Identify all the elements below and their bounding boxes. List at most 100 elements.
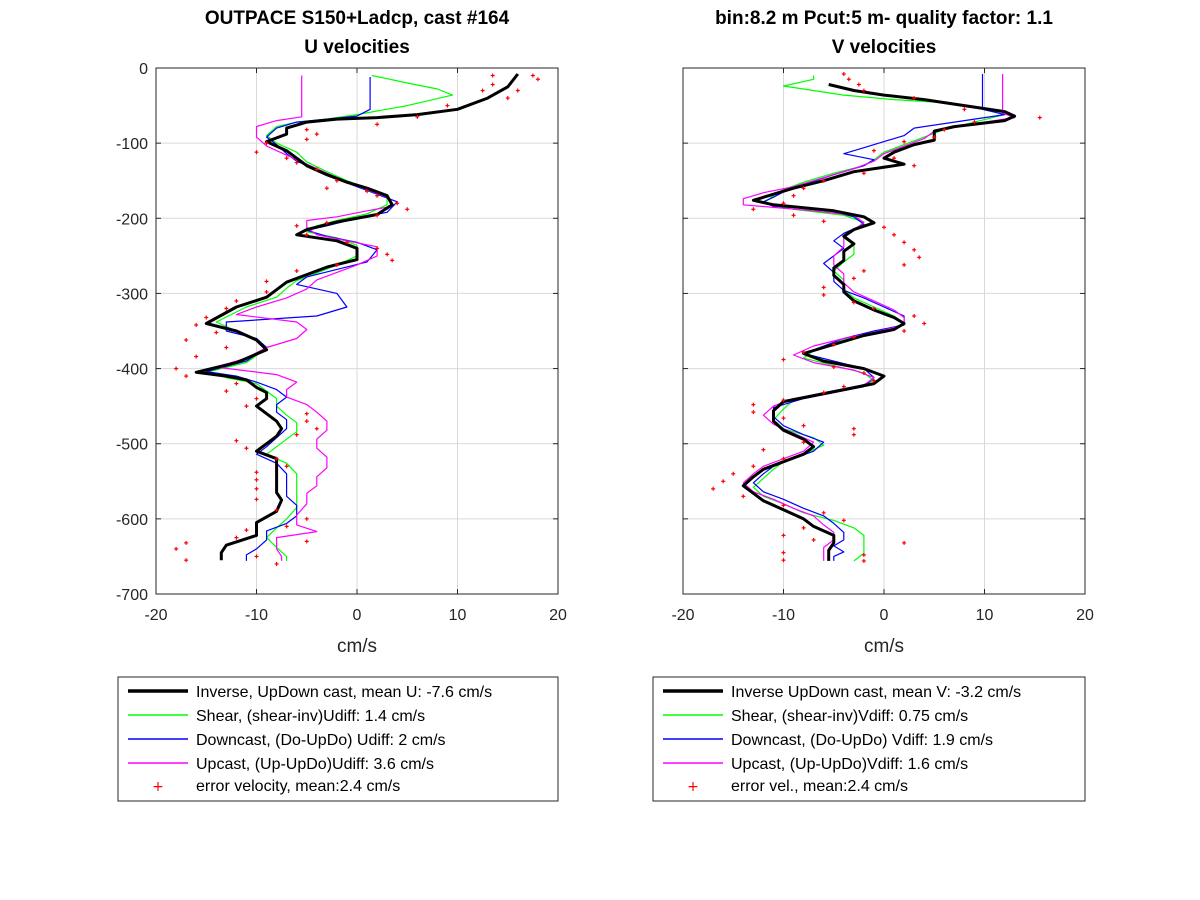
v-error-point-45 [821,390,826,395]
u-error-point-55 [244,446,249,451]
u-error-point-69 [174,546,179,551]
u-ytick-label-1: -100 [116,136,148,153]
u-error-point-5 [515,88,520,93]
v-error-point-20 [791,213,796,218]
v-error-point-29 [851,276,856,281]
v-error-point-67 [902,540,907,545]
u-ytick-label-3: -300 [116,286,148,303]
u-error-point-61 [254,497,259,502]
u-error-point-13 [264,141,269,146]
v-series-inverse [741,83,1017,561]
v-error-point-47 [751,402,756,407]
u-error-point-22 [395,201,400,206]
v-error-point-53 [801,440,806,445]
u-error-point-34 [264,279,269,284]
v-error-point-24 [902,240,907,245]
u-error-point-47 [224,389,229,394]
u-error-point-32 [334,262,339,267]
u-ticks: -20 -10 0 10 200-100-200-300-400-500-600-700 [116,61,567,624]
u-error-point-18 [334,178,339,183]
u-legend-label-error: error velocity, mean:2.4 cm/s [196,778,400,795]
v-error-point-56 [751,464,756,469]
u-error-point-66 [234,535,239,540]
v-error-point-63 [841,518,846,523]
u-error-point-17 [314,167,319,172]
v-error-point-27 [902,262,907,267]
v-error-point-15 [821,178,826,183]
v-error-point-54 [761,447,766,452]
u-legend-label-upcast: Upcast, (Up-UpDo)Udiff: 3.6 cm/s [196,756,434,773]
u-error-point-29 [375,246,380,251]
u-error-point-25 [324,220,329,225]
u-ytick-label-7: -700 [116,587,148,604]
u-legend[interactable]: Inverse, UpDown cast, mean U: -7.6 cm/s … [117,676,559,802]
u-xtick-label-0: -20 [144,607,167,624]
v-error-point-1 [846,77,851,82]
v-error-point-18 [781,201,786,206]
v-error-point-49 [781,416,786,421]
v-error-point-71 [861,558,866,563]
v-legend-item-upcast: Upcast, (Up-UpDo)Vdiff: 1.6 cm/s [663,756,968,773]
v-error-point-38 [831,342,836,347]
v-error-point-31 [821,292,826,297]
v-legend[interactable]: Inverse UpDown cast, mean V: -3.2 cm/s S… [652,676,1086,802]
u-error-point-37 [224,306,229,311]
u-x-axis-label: cm/s [337,636,377,657]
u-error-point-68 [184,540,189,545]
v-error-point-3 [861,88,866,93]
v-xtick-label-1: -10 [772,607,795,624]
u-legend-swatch-error: + [152,779,164,795]
u-legend-item-upcast: Upcast, (Up-UpDo)Udiff: 3.6 cm/s [128,756,434,773]
u-error-point-46 [234,381,239,386]
v-error-point-40 [781,357,786,362]
u-chart-title-line1: OUTPACE S150+Ladcp, cast #164 [205,8,510,29]
u-legend-item-inverse: Inverse, UpDown cast, mean U: -7.6 cm/s [128,684,492,701]
u-error-point-12 [304,137,309,142]
v-error-point-58 [721,479,726,484]
u-error-point-10 [304,127,309,132]
v-error-point-32 [851,300,856,305]
u-error-point-60 [254,486,259,491]
u-error-point-49 [244,404,249,409]
v-error-point-26 [917,255,922,260]
u-error-point-39 [194,322,199,327]
v-error-point-35 [922,321,927,326]
v-error-point-65 [781,533,786,538]
u-error-point-16 [294,160,299,165]
v-error-point-70 [861,552,866,557]
v-xtick-label-3: 10 [976,607,994,624]
v-error-point-66 [811,537,816,542]
u-error-point-8 [415,114,420,119]
v-legend-label-error: error vel., mean:2.4 cm/s [731,778,908,795]
v-legend-label-upcast: Upcast, (Up-UpDo)Vdiff: 1.6 cm/s [731,756,968,773]
v-error-point-6 [1037,115,1042,120]
u-legend-label-downcast: Downcast, (Do-UpDo) Udiff: 2 cm/s [196,732,446,749]
v-xtick-label-4: 20 [1076,607,1094,624]
u-error-point-45 [184,374,189,379]
v-xtick-label-0: -20 [671,607,694,624]
u-error-point-67 [304,539,309,544]
v-error-point-7 [972,120,977,125]
v-error-point-30 [821,285,826,290]
u-error-point-58 [254,470,259,475]
u-error-point-70 [184,558,189,563]
u-error-point-23 [405,207,410,212]
v-error-point-51 [851,426,856,431]
u-error-point-48 [254,396,259,401]
u-legend-label-inverse: Inverse, UpDown cast, mean U: -7.6 cm/s [196,684,492,701]
u-error-point-20 [365,189,370,194]
u-error-point-53 [294,432,299,437]
v-series [711,72,1042,563]
v-error-point-16 [801,186,806,191]
v-error-point-52 [851,432,856,437]
u-error-point-11 [314,132,319,137]
v-x-axis-label: cm/s [864,636,904,657]
u-ytick-label-2: -200 [116,211,148,228]
v-error-point-0 [841,72,846,77]
v-error-point-21 [821,219,826,224]
u-error-point-40 [214,330,219,335]
u-legend-item-downcast: Downcast, (Do-UpDo) Udiff: 2 cm/s [128,732,446,749]
v-error-point-36 [902,329,907,333]
u-error-point-15 [284,156,289,161]
v-error-point-43 [871,378,876,383]
